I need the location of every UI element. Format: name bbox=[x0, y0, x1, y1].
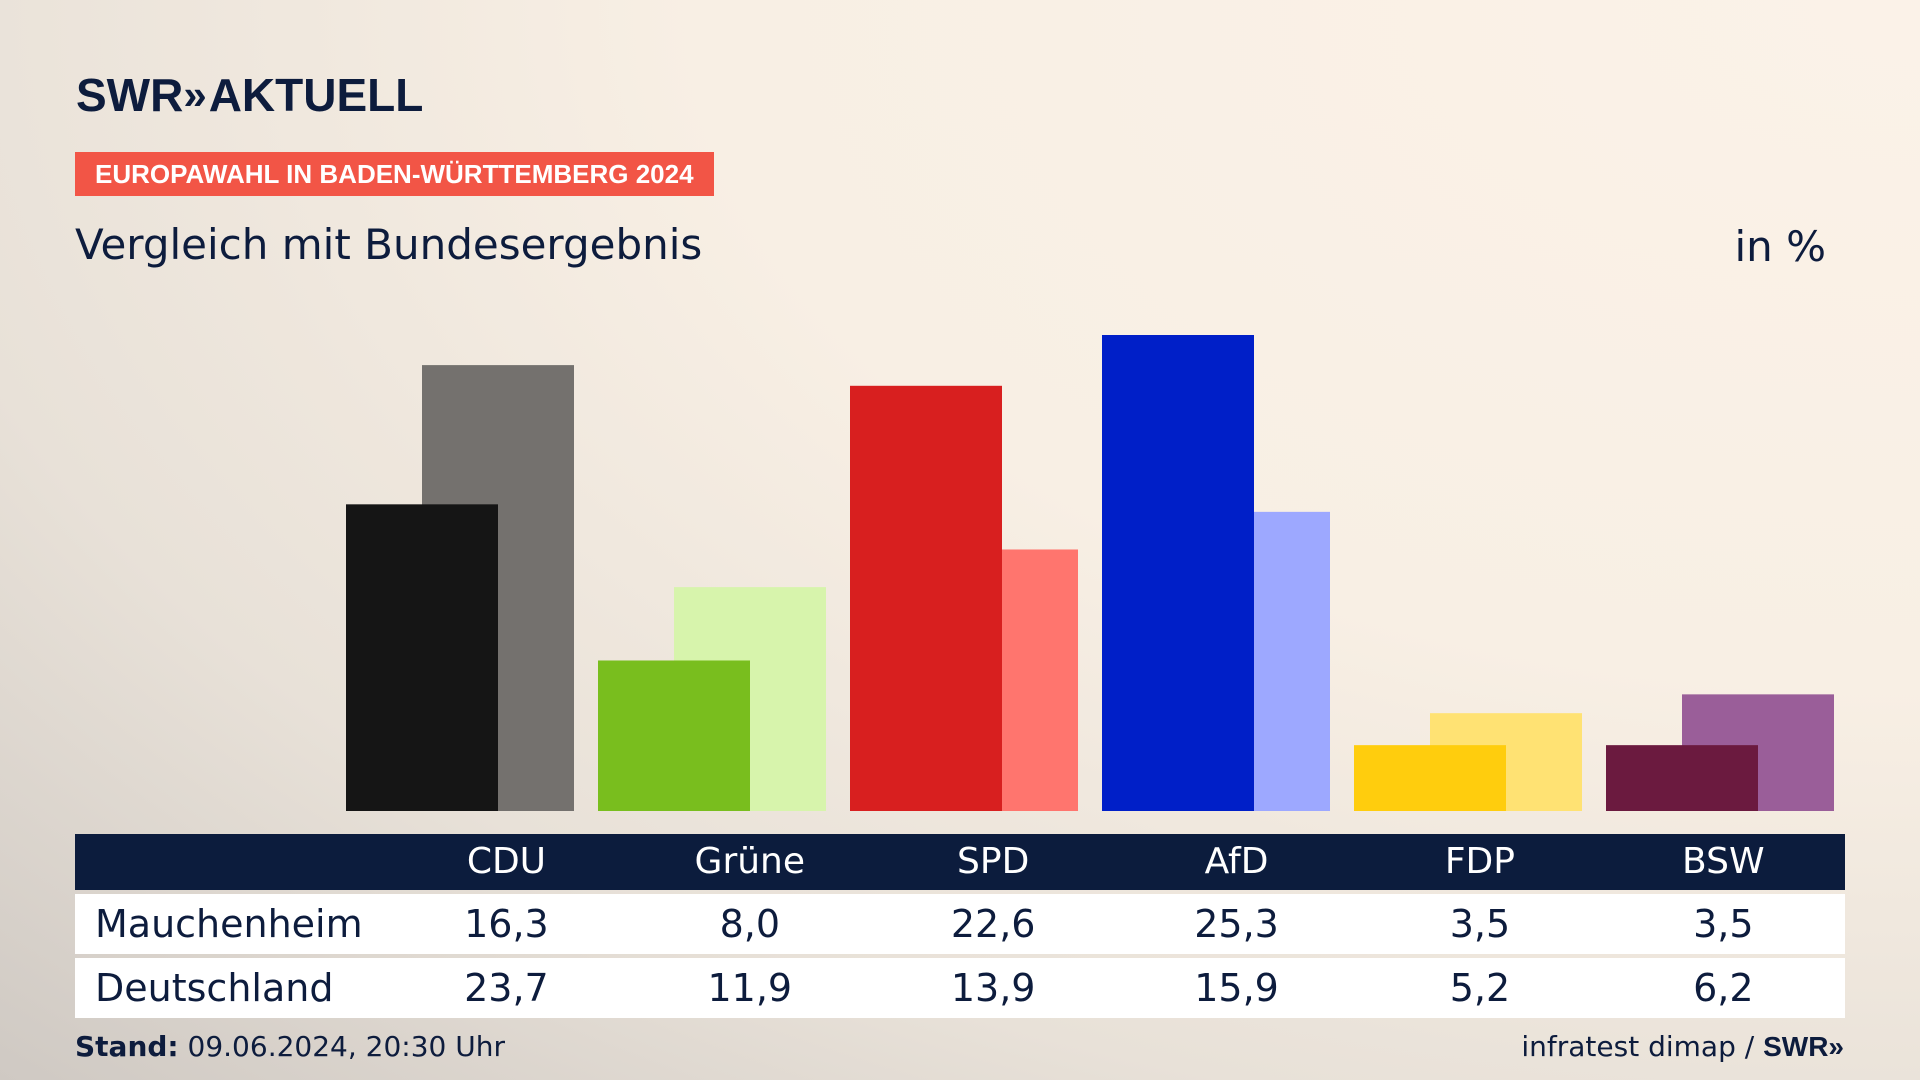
party-header: CDU bbox=[466, 841, 547, 882]
timestamp: Stand: 09.06.2024, 20:30 Uhr bbox=[75, 1030, 505, 1063]
logo-title: AKTUELL bbox=[208, 69, 424, 121]
bar-chart bbox=[346, 335, 1834, 811]
swr-aktuell-logo: SWR » AKTUELL bbox=[76, 68, 423, 122]
table-header-row: CDU Grüne SPD AfD FDP BSW bbox=[75, 834, 1845, 890]
value-cell: 13,9 bbox=[950, 966, 1036, 1010]
value-cell: 23,7 bbox=[464, 966, 549, 1010]
table-row: Deutschland 23,7 11,9 13,9 15,9 5,2 6,2 bbox=[75, 958, 1845, 1018]
source-brand: SWR» bbox=[1763, 1031, 1844, 1062]
value-cell: 11,9 bbox=[707, 966, 793, 1010]
source-credit: infratest dimap / SWR» bbox=[1521, 1030, 1844, 1063]
value-cell: 25,3 bbox=[1194, 902, 1279, 946]
value-cell: 8,0 bbox=[719, 902, 781, 946]
bar-mauchenheim-afd bbox=[1102, 335, 1254, 811]
value-cell: 6,2 bbox=[1693, 966, 1754, 1010]
party-header: SPD bbox=[957, 841, 1030, 882]
value-cell: 3,5 bbox=[1449, 902, 1511, 946]
party-header: AfD bbox=[1204, 841, 1269, 882]
party-header: FDP bbox=[1444, 841, 1515, 882]
party-header: BSW bbox=[1682, 841, 1765, 882]
bar-mauchenheim-grüne bbox=[598, 660, 750, 811]
row-label: Deutschland bbox=[95, 966, 334, 1010]
value-cell: 15,9 bbox=[1194, 966, 1279, 1010]
value-cell: 5,2 bbox=[1449, 966, 1511, 1010]
bar-mauchenheim-spd bbox=[850, 385, 1002, 811]
table-row: Mauchenheim 16,3 8,0 22,6 25,3 3,5 3,5 bbox=[75, 894, 1845, 954]
chart-subtitle: Vergleich mit Bundesergebnis bbox=[75, 220, 703, 269]
bar-mauchenheim-cdu bbox=[346, 504, 498, 811]
bar-mauchenheim-bsw bbox=[1606, 745, 1758, 811]
value-cell: 3,5 bbox=[1693, 902, 1754, 946]
value-cell: 22,6 bbox=[950, 902, 1036, 946]
value-cell: 16,3 bbox=[464, 902, 549, 946]
logo-brand: SWR bbox=[76, 69, 184, 121]
source-label: infratest dimap / bbox=[1521, 1030, 1755, 1063]
unit-label: in % bbox=[1734, 222, 1826, 271]
stand-label: Stand: bbox=[75, 1030, 179, 1063]
election-tag: EUROPAWAHL IN BADEN-WÜRTTEMBERG 2024 bbox=[75, 152, 714, 196]
results-table: CDU Grüne SPD AfD FDP BSW Mauchenheim 16… bbox=[75, 834, 1845, 1018]
stand-value: 09.06.2024, 20:30 Uhr bbox=[187, 1030, 505, 1063]
party-header: Grüne bbox=[694, 841, 806, 882]
bar-mauchenheim-fdp bbox=[1354, 745, 1506, 811]
table-header-spacer bbox=[75, 834, 385, 890]
row-label: Mauchenheim bbox=[95, 902, 363, 946]
